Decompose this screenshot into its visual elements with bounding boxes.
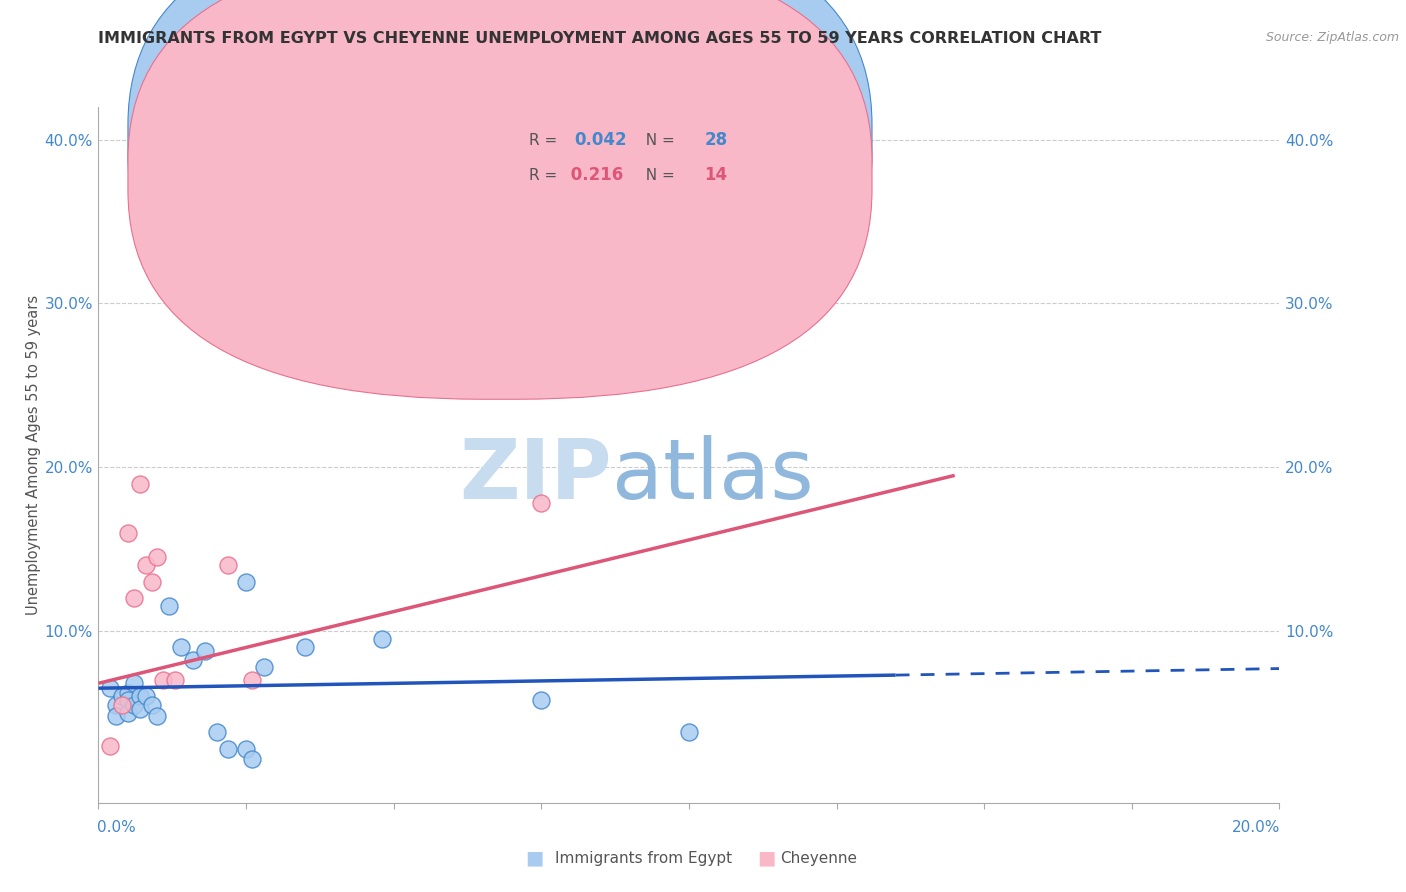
- Text: 0.0%: 0.0%: [97, 821, 136, 835]
- Text: 28: 28: [704, 131, 727, 150]
- Point: [229, 231, 252, 245]
- Point: [111, 690, 134, 704]
- Text: ■: ■: [524, 848, 544, 868]
- Point: [240, 751, 263, 765]
- Text: N =: N =: [636, 168, 679, 183]
- Point: [530, 496, 553, 510]
- Text: ■: ■: [756, 848, 776, 868]
- Point: [294, 640, 316, 655]
- Point: [170, 640, 193, 655]
- Point: [217, 558, 239, 573]
- Text: ZIP: ZIP: [460, 435, 612, 516]
- Point: [235, 741, 257, 756]
- Point: [205, 725, 228, 739]
- FancyBboxPatch shape: [458, 111, 807, 204]
- Point: [141, 574, 163, 589]
- Point: [165, 673, 187, 687]
- Point: [117, 692, 139, 706]
- Point: [105, 709, 128, 723]
- Point: [371, 632, 394, 646]
- Point: [128, 702, 150, 716]
- Text: N =: N =: [636, 133, 679, 148]
- Point: [181, 653, 204, 667]
- FancyBboxPatch shape: [128, 0, 872, 400]
- Text: R =: R =: [530, 133, 562, 148]
- Point: [530, 692, 553, 706]
- Text: 0.042: 0.042: [575, 131, 627, 150]
- Point: [117, 706, 139, 720]
- FancyBboxPatch shape: [128, 0, 872, 365]
- Point: [146, 550, 169, 565]
- Point: [122, 698, 145, 712]
- Point: [235, 574, 257, 589]
- Point: [678, 725, 700, 739]
- Point: [128, 690, 150, 704]
- Point: [98, 681, 121, 696]
- Text: Source: ZipAtlas.com: Source: ZipAtlas.com: [1265, 31, 1399, 45]
- Point: [117, 525, 139, 540]
- Point: [217, 741, 239, 756]
- Text: 20.0%: 20.0%: [1232, 821, 1281, 835]
- Point: [157, 599, 180, 614]
- Text: Immigrants from Egypt: Immigrants from Egypt: [555, 851, 733, 865]
- Text: IMMIGRANTS FROM EGYPT VS CHEYENNE UNEMPLOYMENT AMONG AGES 55 TO 59 YEARS CORRELA: IMMIGRANTS FROM EGYPT VS CHEYENNE UNEMPL…: [98, 31, 1102, 46]
- Point: [117, 686, 139, 700]
- Point: [135, 690, 157, 704]
- Y-axis label: Unemployment Among Ages 55 to 59 years: Unemployment Among Ages 55 to 59 years: [25, 295, 41, 615]
- Point: [240, 673, 263, 687]
- Point: [152, 673, 174, 687]
- Point: [135, 558, 157, 573]
- Text: R =: R =: [530, 168, 562, 183]
- Text: 14: 14: [704, 166, 727, 185]
- Point: [98, 739, 121, 753]
- Point: [141, 698, 163, 712]
- Point: [146, 709, 169, 723]
- Text: 0.216: 0.216: [565, 166, 623, 185]
- Point: [253, 660, 276, 674]
- Point: [128, 476, 150, 491]
- Point: [122, 591, 145, 606]
- Text: Cheyenne: Cheyenne: [780, 851, 858, 865]
- Point: [111, 698, 134, 712]
- Point: [105, 698, 128, 712]
- Point: [194, 643, 217, 657]
- Point: [122, 676, 145, 690]
- Text: atlas: atlas: [612, 435, 814, 516]
